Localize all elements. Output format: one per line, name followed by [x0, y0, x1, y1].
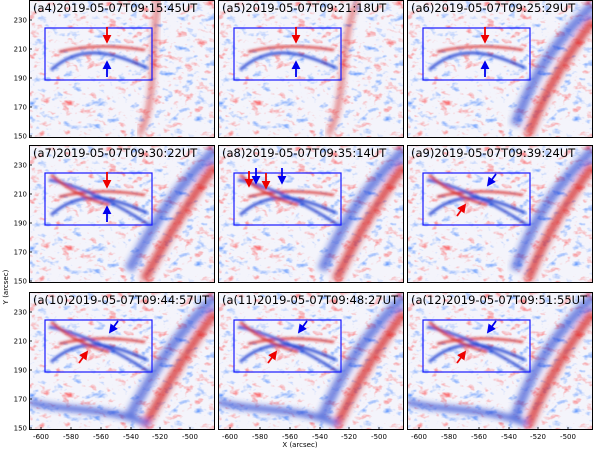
panel-title: (a8)2019-05-07T09:35:14UT: [222, 146, 387, 160]
panel-title: (a4)2019-05-07T09:15:45UT: [33, 1, 198, 15]
panel-8: (a(11)2019-05-07T09:48:27UT -600 -580 -560 -…: [218, 292, 404, 441]
panel-6: (a9)2019-05-07T09:39:24UT: [407, 145, 593, 283]
x-tick-label: -560: [471, 433, 487, 441]
x-tick-label: -560: [282, 433, 298, 441]
panel-3: (a6)2019-05-07T09:25:29UT: [407, 0, 593, 138]
y-tick-label: 150: [14, 133, 27, 141]
panel-frame: [218, 0, 404, 138]
y-axis-label: Y (arcsec): [2, 269, 10, 305]
x-axis-label: X (arcsec): [282, 441, 317, 449]
panel-1: (a4)2019-05-07T09:15:45UT 150 170 190 210 230: [14, 0, 215, 141]
velocity-map: [29, 292, 215, 430]
y-tick-label: 190: [14, 367, 27, 375]
y-tick-label: 170: [14, 396, 27, 404]
blue-arrow: [297, 320, 308, 334]
roi-box: [44, 172, 153, 226]
red-arrow: [456, 203, 467, 217]
panel-frame: [218, 292, 404, 430]
y-tick-label: 210: [14, 338, 27, 346]
x-tick-label: -520: [341, 433, 357, 441]
panel-frame: [407, 292, 593, 430]
blue-arrow: [108, 320, 119, 334]
velocity-map: [407, 0, 593, 138]
panel-title: (a5)2019-05-07T09:21:18UT: [222, 1, 387, 15]
roi-box: [44, 27, 153, 81]
velocity-map: [407, 145, 593, 283]
panel-title: (a7)2019-05-07T09:30:22UT: [33, 146, 198, 160]
panel-frame: [29, 0, 215, 138]
y-tick-label: 170: [14, 249, 27, 257]
x-tick-label: -600: [33, 433, 49, 441]
x-tick-label: -560: [93, 433, 109, 441]
x-tick-label: -520: [530, 433, 546, 441]
blue-arrow: [486, 173, 497, 187]
roi-box: [233, 172, 342, 226]
x-tick-label: -540: [501, 433, 517, 441]
x-tick-label: -580: [441, 433, 457, 441]
panel-4: (a7)2019-05-07T09:30:22UT 150 170 190 210 230: [14, 145, 215, 286]
y-tick-label: 190: [14, 75, 27, 83]
y-tick-label: 190: [14, 220, 27, 228]
x-tick-label: -600: [222, 433, 238, 441]
red-arrow: [78, 350, 89, 364]
x-tick-label: -500: [371, 433, 387, 441]
roi-box: [233, 27, 342, 81]
roi-box: [422, 319, 531, 373]
panel-2: (a5)2019-05-07T09:21:18UT: [218, 0, 404, 138]
x-tick-label: -540: [312, 433, 328, 441]
velocity-map: [218, 292, 404, 430]
velocity-map: [407, 292, 593, 430]
x-tick-label: -580: [252, 433, 268, 441]
velocity-map: [218, 0, 404, 138]
y-tick-label: 210: [14, 191, 27, 199]
panel-5: (a8)2019-05-07T09:35:14UT: [218, 145, 404, 283]
velocity-map: [29, 145, 215, 283]
y-tick-label: 230: [14, 17, 27, 25]
x-tick-label: -520: [152, 433, 168, 441]
y-tick-label: 230: [14, 309, 27, 317]
y-tick-label: 230: [14, 162, 27, 170]
red-arrow: [267, 350, 278, 364]
panel-title: (a6)2019-05-07T09:25:29UT: [411, 1, 576, 15]
roi-box: [233, 319, 342, 373]
velocity-map: [218, 145, 404, 283]
panel-title: (a(10)2019-05-07T09:44:57UT: [33, 293, 210, 307]
y-tick-label: 170: [14, 104, 27, 112]
panel-9: (a(12)2019-05-07T09:51:55UT -600 -580 -560 -…: [407, 292, 593, 441]
panel-title: (a(12)2019-05-07T09:51:55UT: [411, 293, 588, 307]
velocity-map: [29, 0, 215, 138]
panel-title: (a(11)2019-05-07T09:48:27UT: [222, 293, 399, 307]
panel-7: (a(10)2019-05-07T09:44:57UT 150 170 190 210 2…: [14, 292, 215, 441]
roi-box: [44, 319, 153, 373]
panel-frame: [407, 0, 593, 138]
x-tick-label: -540: [123, 433, 139, 441]
x-tick-label: -580: [63, 433, 79, 441]
panel-frame: [218, 145, 404, 283]
roi-box: [422, 27, 531, 81]
panel-frame: [29, 145, 215, 283]
x-tick-label: -600: [411, 433, 427, 441]
y-tick-label: 150: [14, 278, 27, 286]
x-tick-label: -500: [182, 433, 198, 441]
y-tick-label: 210: [14, 46, 27, 54]
x-tick-label: -500: [560, 433, 576, 441]
y-tick-label: 150: [14, 425, 27, 433]
panel-frame: [407, 145, 593, 283]
panel-title: (a9)2019-05-07T09:39:24UT: [411, 146, 576, 160]
red-arrow: [456, 350, 467, 364]
panel-frame: [29, 292, 215, 430]
blue-arrow: [486, 320, 497, 334]
roi-box: [422, 172, 531, 226]
